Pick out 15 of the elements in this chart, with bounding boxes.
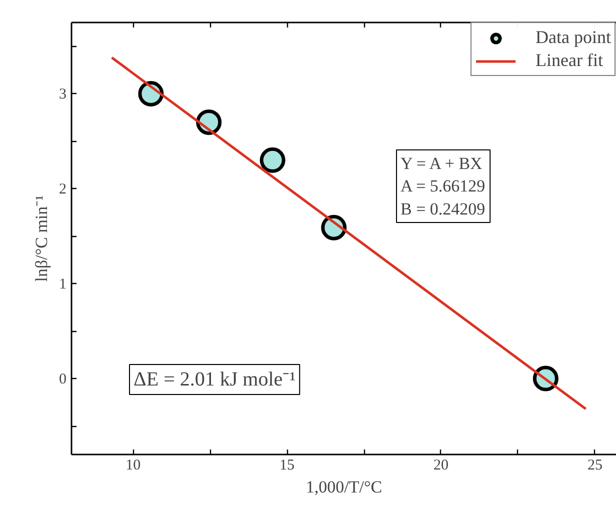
annotation: ΔE = 2.01 kJ mole⁻¹ <box>134 368 296 390</box>
x-axis-title: 1,000/T/°C <box>306 478 382 496</box>
legend-label: Data point <box>536 27 611 48</box>
legend-label: Linear fit <box>536 50 603 71</box>
x-tick-label: 10 <box>126 458 141 474</box>
x-tick-label: 15 <box>280 458 295 474</box>
y-tick-label: 2 <box>59 182 66 198</box>
point <box>260 147 286 173</box>
x-tick-label: 25 <box>587 458 602 474</box>
y-tick-label: 3 <box>59 86 66 103</box>
x-tick-label: 20 <box>433 458 448 474</box>
annotation: Y = A + BX A = 5.66129 B = 0.24209 <box>400 154 486 218</box>
y-tick-label: 1 <box>59 276 66 293</box>
y-axis-title: lnβ/°C min⁻¹ <box>32 195 51 282</box>
y-tick-label: 0 <box>59 372 66 388</box>
